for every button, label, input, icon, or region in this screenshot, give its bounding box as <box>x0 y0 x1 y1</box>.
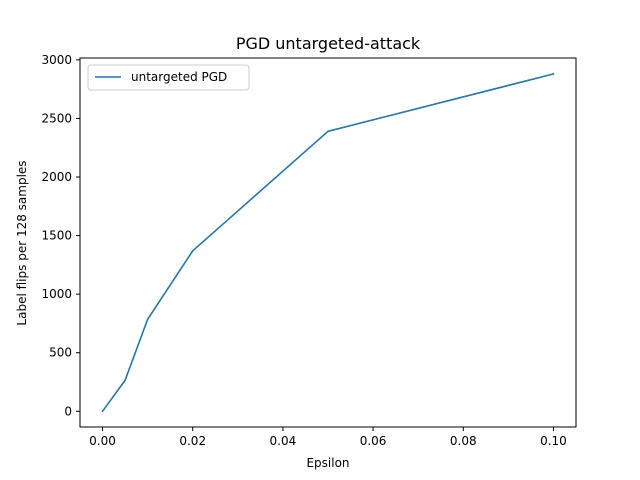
series-line <box>101 72 555 413</box>
x-axis-label: Epsilon <box>306 456 349 470</box>
legend-label: untargeted PGD <box>131 70 227 84</box>
y-tick-label: 2000 <box>41 170 72 184</box>
y-tick-label: 1500 <box>41 229 72 243</box>
plot-frame <box>79 57 577 428</box>
y-tick-label: 3000 <box>41 53 72 67</box>
x-tick-label: 0.02 <box>179 434 206 448</box>
x-tick-label: 0.10 <box>540 434 567 448</box>
y-tick-label: 0 <box>64 404 72 418</box>
y-tick-label: 2500 <box>41 111 72 125</box>
y-axis-label: Label flips per 128 samples <box>15 160 29 325</box>
y-tick-label: 1000 <box>41 287 72 301</box>
legend-box <box>87 64 250 91</box>
x-tick-label: 0.08 <box>450 434 477 448</box>
legend: untargeted PGD <box>87 64 250 91</box>
x-tick-label: 0.04 <box>270 434 297 448</box>
y-tick-label: 500 <box>49 346 72 360</box>
axis-ticks: 0.00 0.02 0.04 0.06 0.08 0.10 0 500 1000 1500 2000… <box>41 53 566 448</box>
plot-lines <box>101 72 555 413</box>
chart-title: PGD untargeted-attack <box>236 34 421 53</box>
x-tick-label: 0.00 <box>89 434 116 448</box>
x-tick-label: 0.06 <box>360 434 387 448</box>
